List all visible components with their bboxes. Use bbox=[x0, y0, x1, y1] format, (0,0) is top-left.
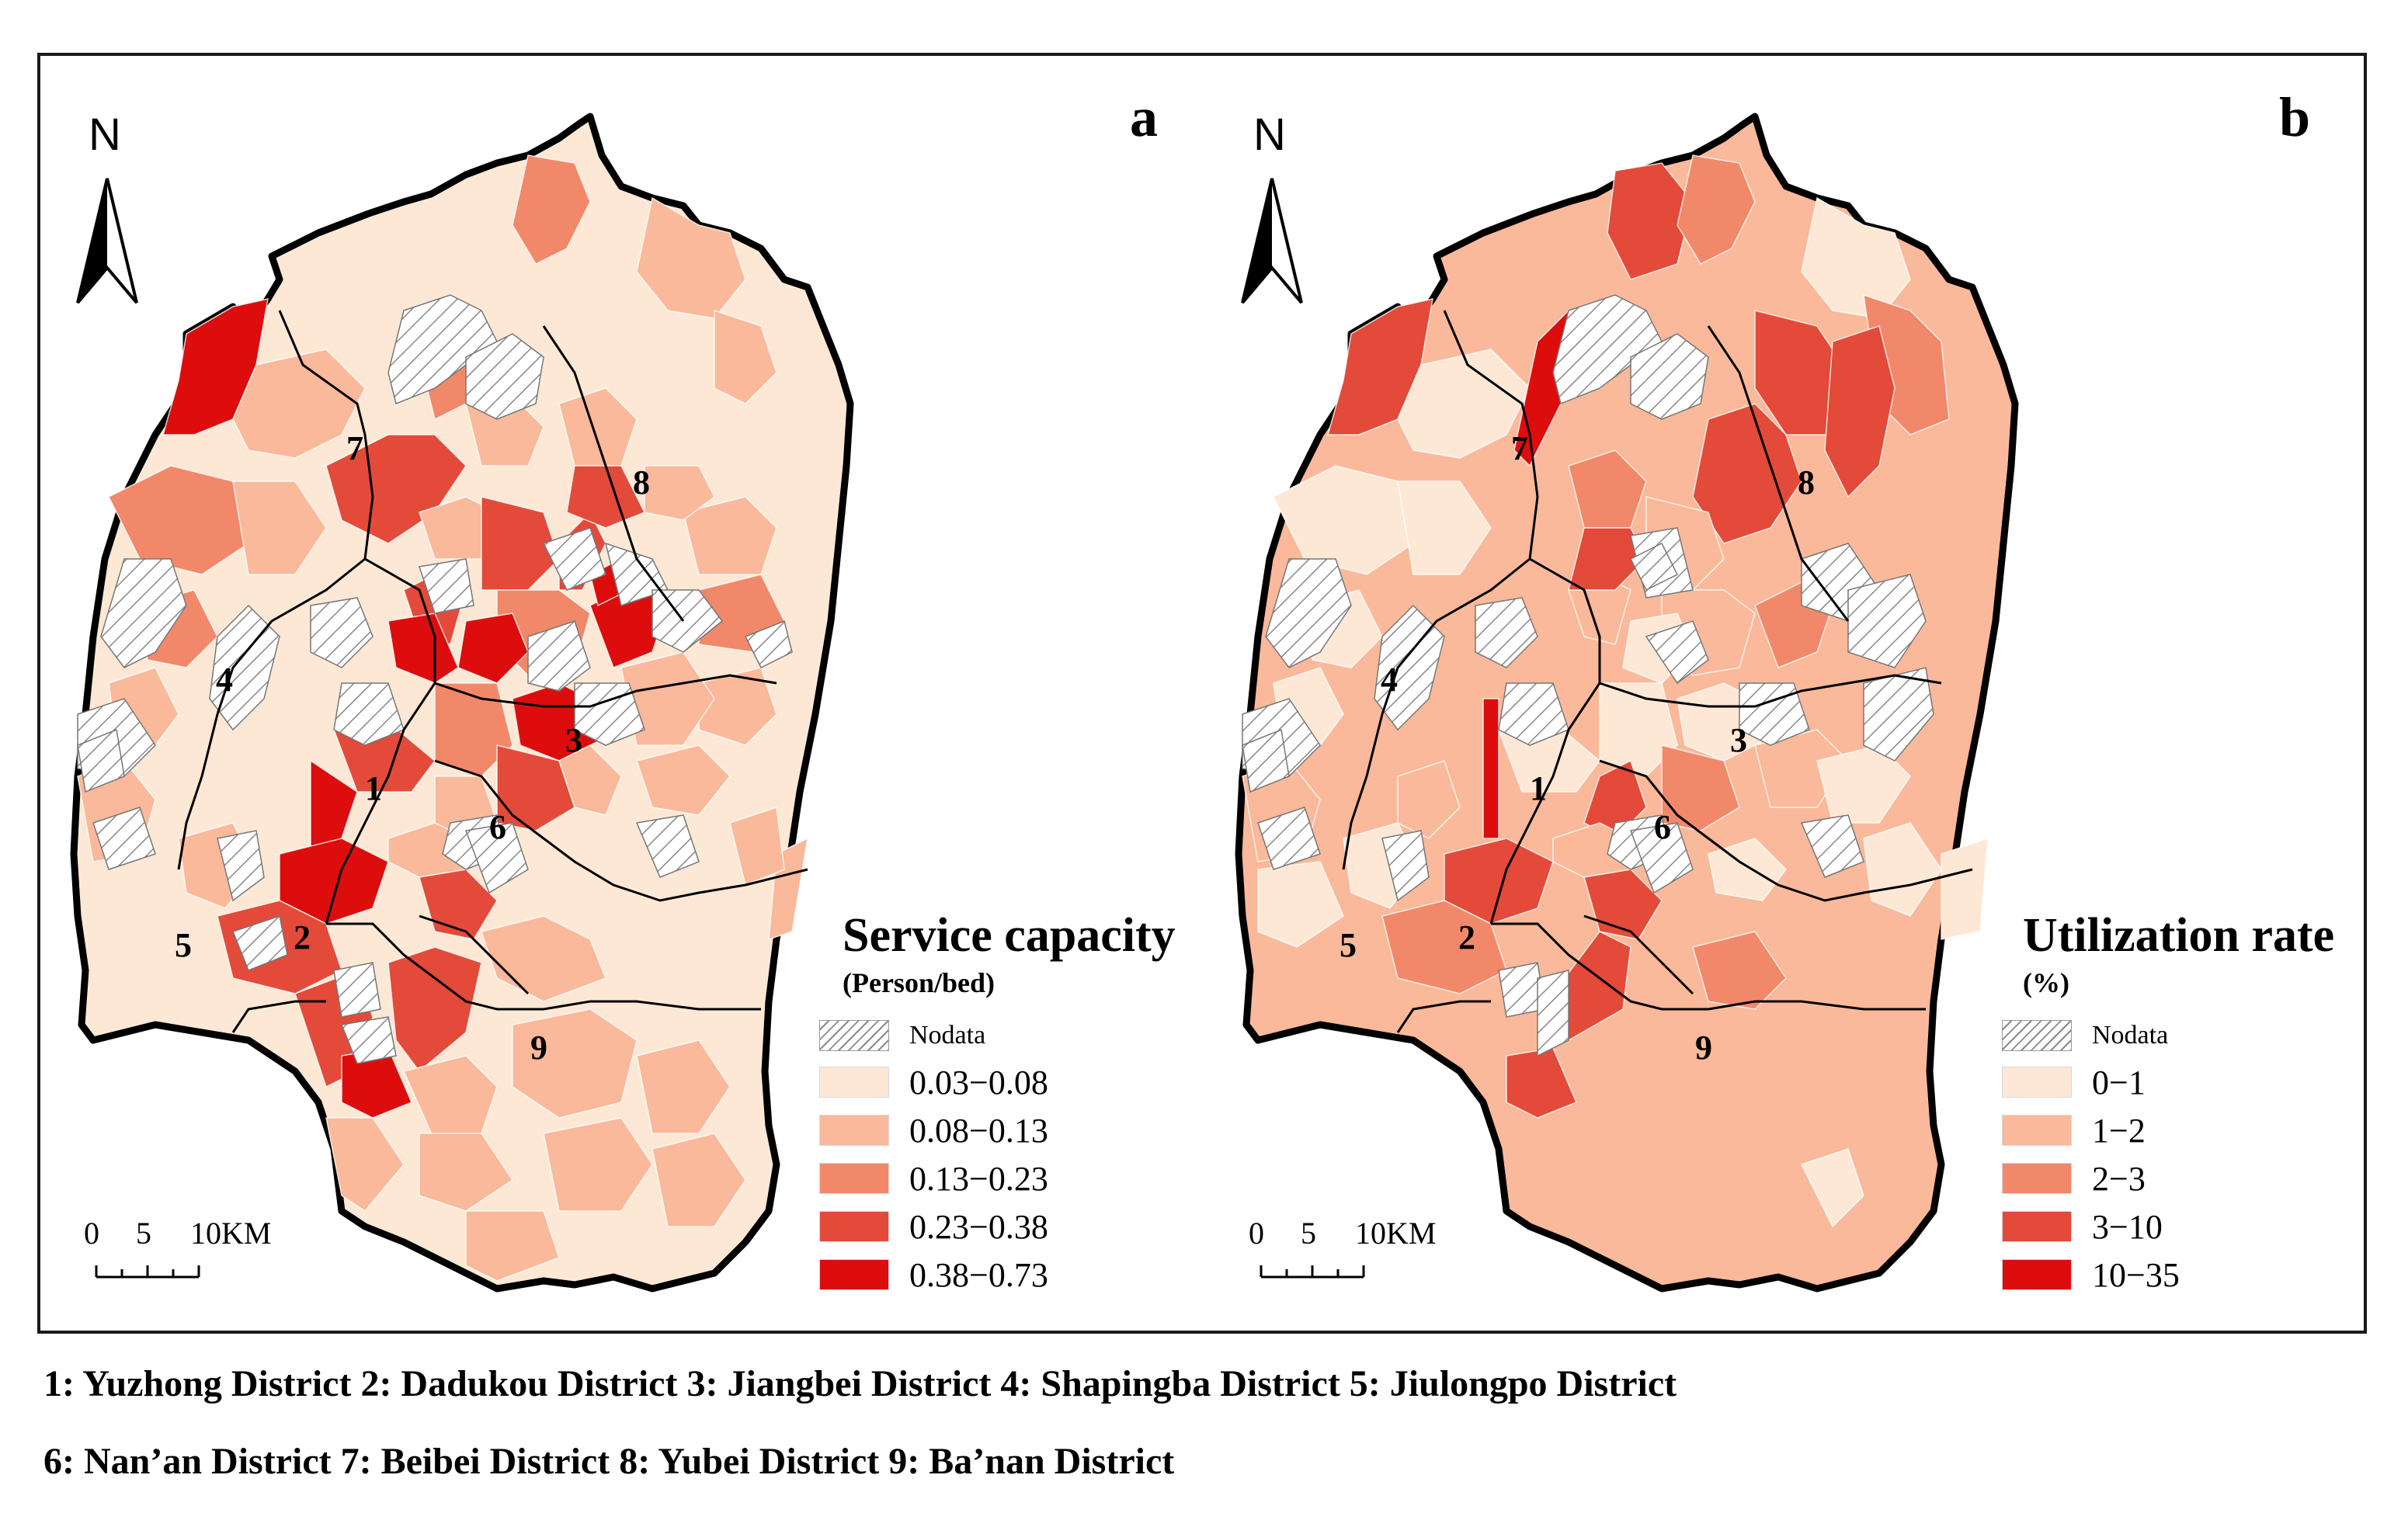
scale-label-10km-a: 10KM bbox=[190, 1216, 272, 1251]
legend-swatch bbox=[819, 1115, 889, 1146]
scale-label-5-a: 5 bbox=[136, 1216, 151, 1251]
district-number: 1 bbox=[1530, 769, 1547, 807]
legend-label: 3−10 bbox=[2092, 1207, 2163, 1246]
figure-frame bbox=[37, 53, 2367, 1334]
district-number: 7 bbox=[346, 429, 363, 467]
scale-bar-b bbox=[1260, 1265, 1365, 1279]
legend-class-3-a: 0.13−0.23 bbox=[819, 1159, 1048, 1198]
north-label-b: N bbox=[1253, 109, 1286, 160]
legend-swatch bbox=[819, 1067, 889, 1098]
legend-class-2-b: 1−2 bbox=[2002, 1111, 2146, 1150]
legend-class-2-a: 0.08−0.13 bbox=[819, 1111, 1048, 1150]
legend-label: 1−2 bbox=[2092, 1111, 2146, 1150]
panel-letter-a: a bbox=[1130, 86, 1158, 148]
district-labels-a: 1 2 3 4 5 6 7 8 9 bbox=[175, 429, 650, 1067]
legend-label: 0.38−0.73 bbox=[909, 1255, 1048, 1294]
scale-label-0-b: 0 bbox=[1249, 1216, 1264, 1251]
legend-title-a: Service capacity bbox=[843, 909, 1176, 962]
north-arrow-a bbox=[76, 178, 138, 304]
district-number: 6 bbox=[489, 808, 506, 846]
district-number: 2 bbox=[1458, 918, 1475, 956]
district-number: 3 bbox=[565, 721, 582, 759]
panel-letter-b: b bbox=[2279, 86, 2311, 148]
legend-unit-a: (Person/bed) bbox=[843, 967, 995, 998]
legend-swatch bbox=[819, 1020, 889, 1051]
legend-swatch bbox=[2002, 1211, 2072, 1242]
district-number: 5 bbox=[175, 926, 192, 964]
legend-class-5-b: 10−35 bbox=[2002, 1255, 2180, 1294]
map-panel-b: 1 2 3 4 5 6 7 8 9 bbox=[1235, 113, 2019, 1293]
legend-class-1-b: 0−1 bbox=[2002, 1063, 2146, 1102]
district-number: 9 bbox=[1695, 1029, 1712, 1067]
district-number: 9 bbox=[530, 1029, 547, 1067]
legend-title-b: Utilization rate bbox=[2023, 909, 2335, 962]
legend-swatch bbox=[819, 1163, 889, 1194]
legend-label: Nodata bbox=[909, 1021, 986, 1050]
legend-class-4-a: 0.23−0.38 bbox=[819, 1207, 1048, 1246]
district-number: 4 bbox=[216, 661, 233, 699]
scale-label-10km-b: 10KM bbox=[1355, 1216, 1437, 1251]
district-number: 6 bbox=[1654, 808, 1671, 846]
legend-swatch bbox=[2002, 1115, 2072, 1146]
legend-label: 10−35 bbox=[2092, 1255, 2180, 1294]
legend-class-3-b: 2−3 bbox=[2002, 1159, 2146, 1198]
legend-label: 0.23−0.38 bbox=[909, 1207, 1048, 1246]
legend-label: 0.08−0.13 bbox=[909, 1111, 1048, 1150]
district-number: 5 bbox=[1340, 926, 1357, 964]
scale-label-5-b: 5 bbox=[1301, 1216, 1316, 1251]
legend-label: 2−3 bbox=[2092, 1159, 2146, 1198]
district-number: 3 bbox=[1730, 721, 1747, 759]
legend-swatch bbox=[2002, 1067, 2072, 1098]
district-number: 4 bbox=[1381, 661, 1398, 699]
scale-bar-a bbox=[95, 1265, 200, 1279]
district-number: 8 bbox=[633, 463, 650, 501]
legend-class-1-a: 0.03−0.08 bbox=[819, 1063, 1048, 1102]
legend-label: 0−1 bbox=[2092, 1063, 2146, 1102]
north-arrow-b bbox=[1241, 178, 1303, 304]
district-number: 1 bbox=[365, 769, 382, 807]
district-key-line-2: 6: Nan’an District 7: Beibei District 8:… bbox=[43, 1441, 1175, 1482]
district-labels-b: 1 2 3 4 5 6 7 8 9 bbox=[1340, 429, 1815, 1067]
north-label-a: N bbox=[89, 109, 121, 160]
legend-unit-b: (%) bbox=[2023, 967, 2069, 998]
legend-swatch bbox=[2002, 1163, 2072, 1194]
legend-swatch bbox=[2002, 1259, 2072, 1290]
legend-label: 0.03−0.08 bbox=[909, 1063, 1048, 1102]
scale-label-0-a: 0 bbox=[84, 1216, 99, 1251]
legend-class-4-b: 3−10 bbox=[2002, 1207, 2163, 1246]
legend-class-5-a: 0.38−0.73 bbox=[819, 1255, 1048, 1294]
district-number: 7 bbox=[1511, 429, 1528, 467]
legend-nodata-a: Nodata bbox=[819, 1017, 985, 1054]
legend-label: Nodata bbox=[2092, 1021, 2169, 1050]
legend-swatch bbox=[2002, 1020, 2072, 1051]
legend-swatch bbox=[819, 1211, 889, 1242]
legend-nodata-b: Nodata bbox=[2002, 1017, 2168, 1054]
legend-label: 0.13−0.23 bbox=[909, 1159, 1048, 1198]
district-number: 2 bbox=[294, 918, 311, 956]
district-key-line-1: 1: Yuzhong District 2: Dadukou District … bbox=[43, 1363, 1677, 1404]
district-number: 8 bbox=[1798, 463, 1815, 501]
legend-swatch bbox=[819, 1259, 889, 1290]
map-panel-a: 1 2 3 4 5 6 7 8 9 bbox=[70, 113, 854, 1293]
